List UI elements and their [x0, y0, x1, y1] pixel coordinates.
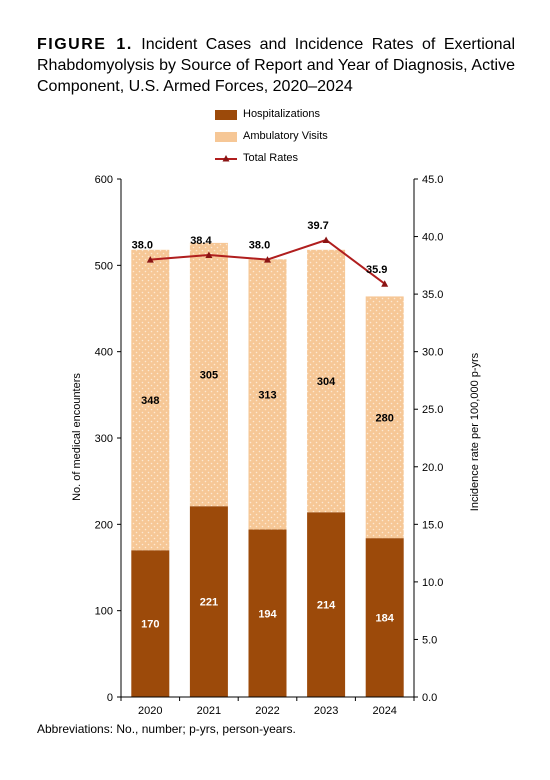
y-tick-label: 300 [95, 433, 113, 445]
x-tick-label: 2023 [314, 705, 338, 717]
y2-tick-label: 15.0 [422, 519, 443, 531]
bar-ambulatory [307, 249, 346, 513]
rate-marker [264, 256, 271, 263]
bars-layer [131, 242, 404, 697]
axes-layer: 0 100 200 300 400 500 600 0.0 5.0 10.0 15.0 20.0 25.… [95, 174, 444, 717]
rate-marker [205, 251, 213, 258]
y2-tick-label: 40.0 [422, 232, 443, 244]
amb-data-label: 313 [258, 389, 276, 401]
y-tick-label: 500 [95, 260, 113, 272]
amb-data-label: 348 [141, 395, 159, 407]
figure-title: FIGURE 1. Incident Cases and Incidence R… [37, 34, 515, 97]
hosp-data-label: 184 [376, 613, 395, 625]
y2-tick-label: 25.0 [422, 404, 443, 416]
figure-label: FIGURE 1. [37, 36, 133, 53]
bar-ambulatory [131, 249, 170, 551]
rate-data-label: 38.0 [249, 240, 270, 252]
legend-label-total-rates: Total Rates [243, 152, 299, 164]
legend-label-hospitalizations: Hospitalizations [243, 108, 321, 120]
y-tick-label: 600 [95, 174, 113, 186]
legend-swatch-ambulatory [215, 132, 237, 142]
y-tick-label: 400 [95, 347, 113, 359]
legend-label-ambulatory: Ambulatory Visits [243, 130, 328, 142]
legend-swatch-total-rates [215, 155, 237, 162]
legend-swatch-hospitalizations [215, 110, 237, 120]
x-tick-label: 2024 [372, 705, 396, 717]
hosp-data-label: 170 [141, 619, 159, 631]
hosp-data-label: 221 [200, 597, 218, 609]
rate-data-label: 38.4 [190, 235, 212, 247]
hosp-data-label: 214 [317, 600, 336, 612]
y-tick-label: 100 [95, 606, 113, 618]
rate-marker [146, 256, 154, 263]
x-tick-label: 2021 [197, 705, 221, 717]
rate-data-label: 38.0 [132, 240, 153, 252]
labels-layer: 170 348 38.0 221 305 38.4 194 313 38.0 214 304 39.7… [132, 220, 395, 631]
figure-title-text: Incident Cases and Incidence Rates of Ex… [37, 36, 516, 95]
bar-ambulatory [248, 259, 287, 530]
bar-hospitalizations [189, 506, 228, 697]
y2-tick-label: 5.0 [422, 634, 437, 646]
y2-tick-label: 45.0 [422, 174, 443, 186]
y-tick-label: 200 [95, 519, 113, 531]
y2-tick-label: 35.0 [422, 289, 443, 301]
bar-ambulatory [189, 242, 228, 507]
bar-ambulatory [365, 296, 404, 539]
rate-marker [381, 280, 389, 287]
y2-axis-title: Incidence rate per 100,000 p-yrs [469, 352, 481, 511]
amb-data-label: 304 [317, 376, 336, 388]
hosp-data-label: 194 [258, 608, 277, 620]
amb-data-label: 280 [376, 412, 394, 424]
y2-tick-label: 0.0 [422, 692, 437, 704]
y2-tick-label: 10.0 [422, 577, 443, 589]
bar-hospitalizations [248, 529, 287, 697]
x-tick-label: 2020 [138, 705, 162, 717]
bar-hospitalizations [307, 512, 346, 697]
bar-hospitalizations [131, 550, 170, 697]
rate-data-label: 39.7 [307, 220, 328, 232]
y2-tick-label: 30.0 [422, 347, 443, 359]
rate-line-layer [146, 236, 389, 287]
footnote: Abbreviations: No., number; p-yrs, perso… [37, 722, 296, 736]
rate-data-label: 35.9 [366, 264, 387, 276]
bar-hospitalizations [365, 538, 404, 697]
x-tick-label: 2022 [255, 705, 279, 717]
amb-data-label: 305 [200, 370, 218, 382]
y2-tick-label: 20.0 [422, 462, 443, 474]
y-tick-label: 0 [107, 692, 113, 704]
rate-marker [322, 236, 330, 244]
y-axis-title: No. of medical encounters [71, 373, 83, 501]
